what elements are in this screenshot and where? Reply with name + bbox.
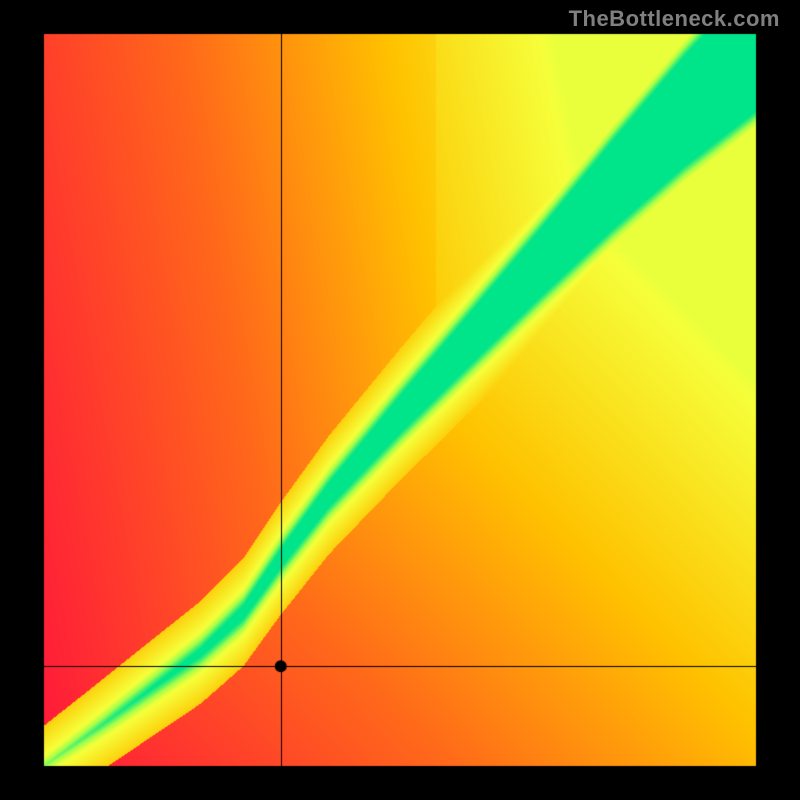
bottleneck-heatmap [0,0,800,800]
chart-container: TheBottleneck.com [0,0,800,800]
watermark-text: TheBottleneck.com [569,6,780,32]
